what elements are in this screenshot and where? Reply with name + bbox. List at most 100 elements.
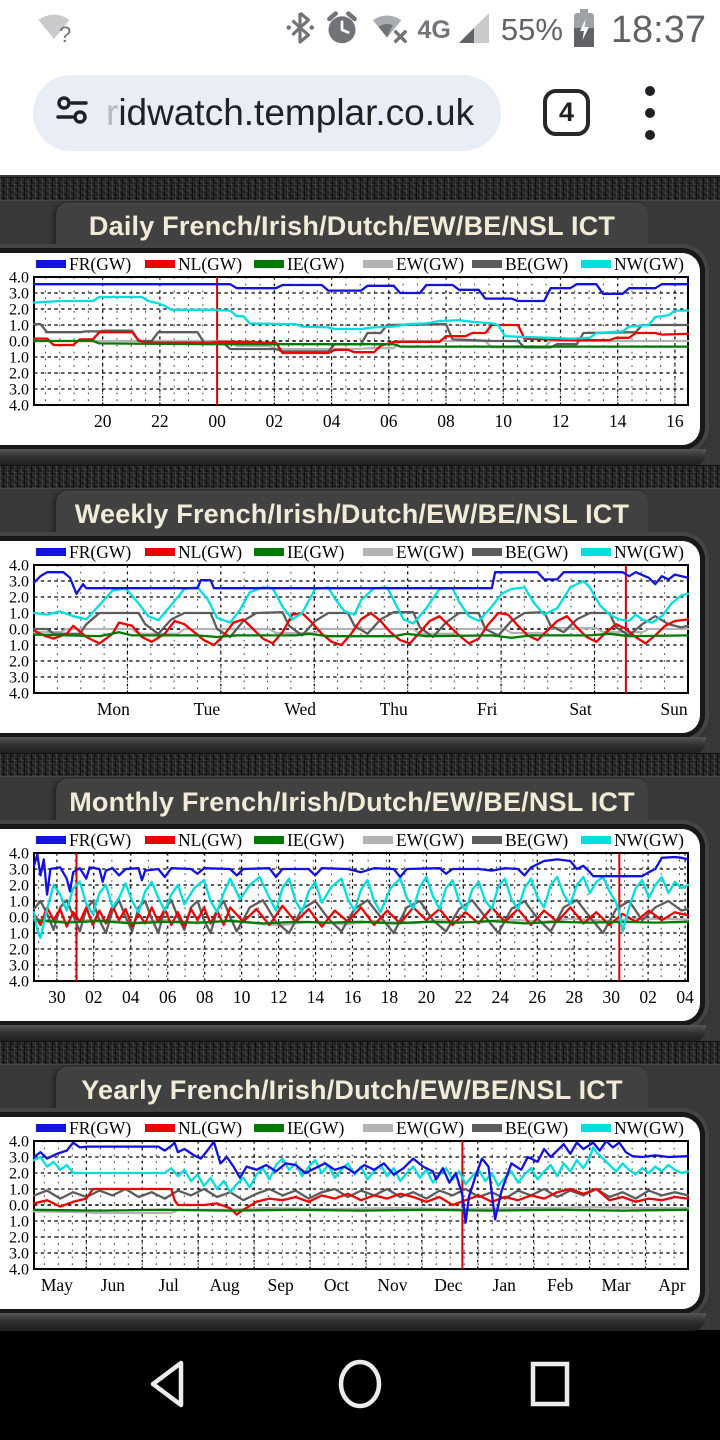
- signal-strength-icon: [456, 10, 492, 51]
- svg-text:Aug: Aug: [210, 1275, 240, 1295]
- home-button[interactable]: [331, 1355, 389, 1416]
- browser-toolbar: ridwatch.templar.co.uk 4: [0, 60, 720, 175]
- android-nav-bar: [0, 1330, 720, 1440]
- svg-text:May: May: [41, 1275, 73, 1295]
- svg-text:1.0: 1.0: [9, 606, 29, 623]
- svg-text:1.0: 1.0: [9, 318, 29, 335]
- svg-text:NL(GW): NL(GW): [178, 542, 242, 562]
- svg-text:Nov: Nov: [377, 1275, 407, 1295]
- svg-text:0.0: 0.0: [9, 334, 29, 351]
- weekly-chart-image: 4.0 3.0 2.0 1.0 0.0 1.0 2.0 3.0 4.0 Mon Tue Wed Thu F…: [0, 541, 700, 733]
- svg-text:16: 16: [344, 987, 362, 1007]
- bluetooth-icon: [285, 9, 315, 52]
- svg-text:2.0: 2.0: [9, 590, 29, 607]
- svg-text:FR(GW): FR(GW): [69, 254, 131, 274]
- svg-text:20: 20: [94, 411, 112, 431]
- chart-section-daily: Daily French/Irish/Dutch/EW/BE/NSL ICT (…: [0, 177, 720, 467]
- svg-text:Jul: Jul: [158, 1275, 179, 1295]
- panel-ledge: [0, 1025, 706, 1043]
- svg-text:4.0: 4.0: [9, 1262, 29, 1279]
- svg-text:14: 14: [307, 987, 325, 1007]
- menu-button[interactable]: [639, 80, 661, 146]
- tab-count-label: 4: [558, 97, 575, 127]
- svg-text:Sat: Sat: [569, 699, 592, 719]
- svg-text:10: 10: [494, 411, 512, 431]
- wifi-unknown-icon: ?: [34, 7, 74, 54]
- svg-text:00: 00: [208, 411, 226, 431]
- svg-text:BE(GW): BE(GW): [505, 254, 568, 274]
- svg-text:Oct: Oct: [324, 1275, 349, 1295]
- url-bar[interactable]: ridwatch.templar.co.uk: [33, 74, 501, 151]
- texture-band: [0, 1041, 720, 1065]
- clock-label: 18:37: [610, 8, 706, 51]
- page-content: Daily French/Irish/Dutch/EW/BE/NSL ICT (…: [0, 175, 720, 1331]
- svg-text:2.0: 2.0: [9, 1230, 29, 1247]
- svg-text:02: 02: [85, 987, 103, 1007]
- svg-text:1.0: 1.0: [9, 350, 29, 367]
- wifi-off-icon: [369, 9, 409, 52]
- svg-text:12: 12: [552, 411, 570, 431]
- svg-text:3.0: 3.0: [9, 574, 29, 591]
- svg-text:08: 08: [196, 987, 214, 1007]
- svg-text:30: 30: [48, 987, 66, 1007]
- svg-text:04: 04: [676, 987, 694, 1007]
- site-settings-icon[interactable]: [55, 93, 89, 132]
- svg-text:2.0: 2.0: [9, 942, 29, 959]
- svg-text:08: 08: [437, 411, 455, 431]
- svg-text:1.0: 1.0: [9, 894, 29, 911]
- svg-text:3.0: 3.0: [9, 958, 29, 975]
- svg-text:4.0: 4.0: [9, 686, 29, 703]
- svg-text:3.0: 3.0: [9, 382, 29, 399]
- svg-text:NW(GW): NW(GW): [614, 830, 684, 850]
- svg-text:4.0: 4.0: [9, 974, 29, 991]
- svg-text:Sun: Sun: [660, 699, 687, 719]
- tab-switcher-button[interactable]: 4: [543, 89, 590, 136]
- svg-text:4.0: 4.0: [9, 1134, 29, 1151]
- battery-percent-label: 55%: [500, 12, 563, 47]
- svg-text:14: 14: [609, 411, 627, 431]
- panel-ledge: [0, 449, 706, 467]
- svg-text:3.0: 3.0: [9, 670, 29, 687]
- svg-text:0.0: 0.0: [9, 1198, 29, 1215]
- svg-text:3.0: 3.0: [9, 1150, 29, 1167]
- svg-text:1.0: 1.0: [9, 1182, 29, 1199]
- svg-text:IE(GW): IE(GW): [287, 254, 345, 274]
- svg-text:22: 22: [151, 411, 169, 431]
- svg-text:FR(GW): FR(GW): [69, 542, 131, 562]
- svg-text:20: 20: [418, 987, 436, 1007]
- svg-text:1.0: 1.0: [9, 1214, 29, 1231]
- svg-text:BE(GW): BE(GW): [505, 542, 568, 562]
- texture-band: [0, 177, 720, 201]
- svg-text:3.0: 3.0: [9, 862, 29, 879]
- svg-text:2.0: 2.0: [9, 366, 29, 383]
- svg-text:Mon: Mon: [97, 699, 130, 719]
- svg-text:Jun: Jun: [101, 1275, 126, 1295]
- url-text: ridwatch.templar.co.uk: [106, 91, 475, 133]
- panel-ledge: [0, 737, 706, 755]
- svg-text:4.0: 4.0: [9, 270, 29, 287]
- svg-text:04: 04: [122, 987, 140, 1007]
- svg-text:NW(GW): NW(GW): [614, 542, 684, 562]
- svg-text:IE(GW): IE(GW): [287, 830, 345, 850]
- texture-band: [0, 465, 720, 489]
- svg-text:4.0: 4.0: [9, 398, 29, 415]
- svg-text:EW(GW): EW(GW): [396, 542, 464, 562]
- battery-charging-icon: [572, 7, 596, 54]
- back-button[interactable]: [141, 1355, 199, 1416]
- svg-text:24: 24: [492, 987, 510, 1007]
- svg-text:06: 06: [159, 987, 177, 1007]
- svg-text:FR(GW): FR(GW): [69, 1118, 131, 1138]
- svg-text:30: 30: [602, 987, 620, 1007]
- svg-text:12: 12: [270, 987, 288, 1007]
- svg-text:4.0: 4.0: [9, 846, 29, 863]
- svg-text:Dec: Dec: [434, 1275, 462, 1295]
- svg-text:NW(GW): NW(GW): [614, 1118, 684, 1138]
- recents-button[interactable]: [521, 1355, 579, 1416]
- svg-text:2.0: 2.0: [9, 878, 29, 895]
- svg-text:3.0: 3.0: [9, 286, 29, 303]
- svg-text:2.0: 2.0: [9, 302, 29, 319]
- alarm-clock-icon: [324, 9, 360, 52]
- svg-text:Apr: Apr: [658, 1275, 685, 1295]
- svg-text:Fri: Fri: [477, 699, 498, 719]
